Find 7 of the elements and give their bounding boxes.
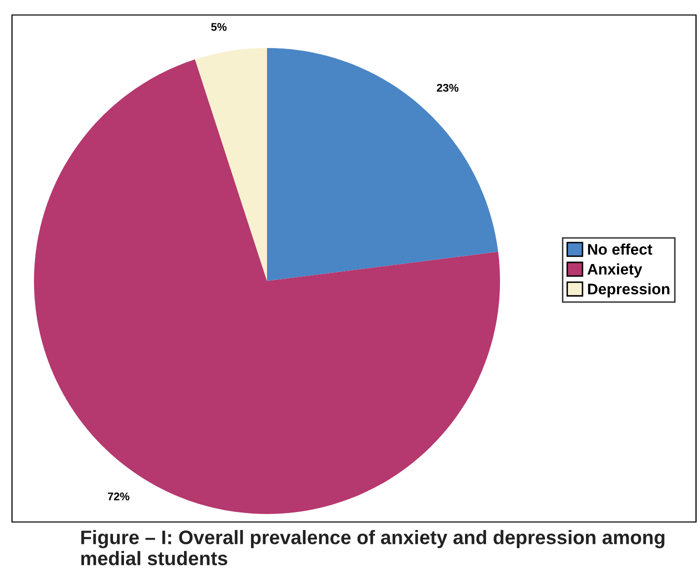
legend-label: Depression: [588, 283, 670, 298]
text: Figure – I: Overall prevalence of anxiety and depression among medial students: [81, 530, 664, 566]
data-label: 72%: [108, 492, 130, 500]
legend-label: No effect: [588, 244, 652, 255]
data-label: 5%: [211, 23, 227, 31]
legend-label: Anxiety: [587, 263, 642, 278]
data-label: 23%: [436, 84, 458, 92]
